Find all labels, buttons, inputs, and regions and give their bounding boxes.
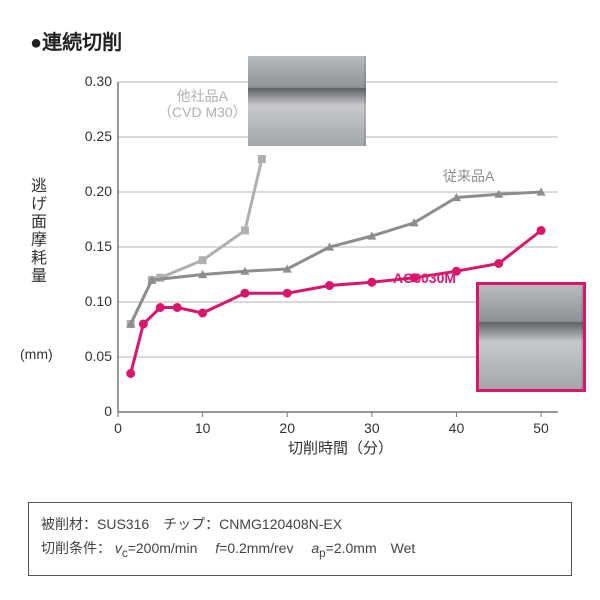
x-tick: 10 (195, 420, 211, 436)
y-axis-unit: (mm) (20, 346, 53, 362)
x-tick: 30 (364, 420, 380, 436)
page-title: ●連続切削 (30, 26, 122, 55)
y-tick: 0.10 (66, 293, 112, 309)
cond-prefix: 切削条件： (41, 540, 111, 556)
sample-photo (476, 282, 586, 392)
series-label: AC6030M (393, 270, 456, 286)
y-tick: 0 (66, 403, 112, 419)
conditions-box: 被削材：SUS316 チップ：CNMG120408N-EX 切削条件： vc=2… (28, 502, 572, 576)
vc-val: =200m/min (128, 540, 212, 556)
wear-chart: 逃げ面摩耗量 (mm) 切削時間（分） 00.050.100.150.200.2… (28, 62, 572, 462)
series-label: 他社品A（CVD M30） (158, 88, 247, 120)
conditions-line-2: 切削条件： vc=200m/min f=0.2mm/rev ap=2.0mm W… (41, 537, 559, 564)
x-tick: 40 (449, 420, 465, 436)
y-tick: 0.20 (66, 183, 112, 199)
x-axis-label: 切削時間（分） (288, 437, 393, 458)
photo-placeholder (479, 285, 583, 389)
x-tick: 0 (114, 420, 122, 436)
ap-sym: a (311, 540, 319, 556)
y-tick: 0.15 (66, 238, 112, 254)
vc-sym: v (115, 540, 122, 556)
y-tick: 0.30 (66, 73, 112, 89)
conditions-line-1: 被削材：SUS316 チップ：CNMG120408N-EX (41, 513, 559, 537)
photo-placeholder (248, 56, 366, 146)
ap-val: =2.0mm Wet (326, 540, 416, 556)
x-tick: 50 (533, 420, 549, 436)
y-axis-label: 逃げ面摩耗量 (24, 177, 48, 285)
y-tick: 0.05 (66, 348, 112, 364)
series-label: 従来品A (443, 168, 494, 184)
x-tick: 20 (279, 420, 295, 436)
f-val: =0.2mm/rev (219, 540, 307, 556)
y-tick: 0.25 (66, 128, 112, 144)
sample-photo (248, 56, 366, 146)
